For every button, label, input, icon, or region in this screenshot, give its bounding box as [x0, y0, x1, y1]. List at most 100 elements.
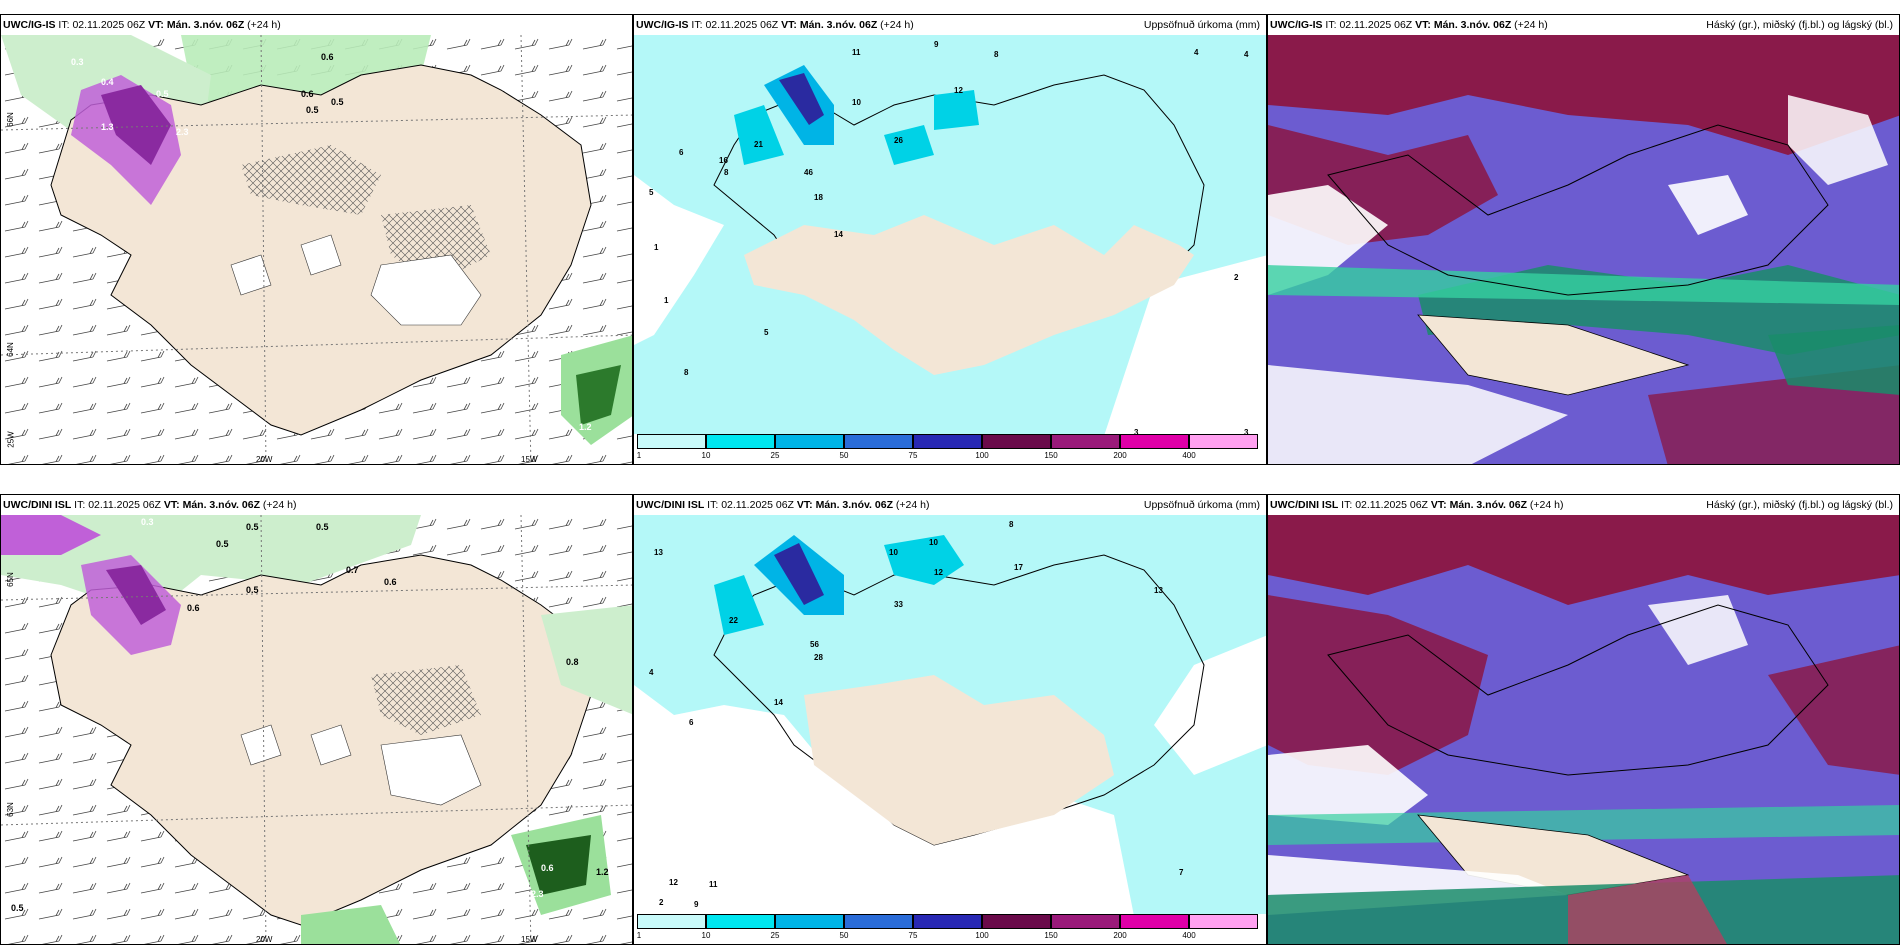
precip-value: 6 [679, 148, 684, 157]
wind-label: 0.7 [346, 565, 359, 575]
precip-value: 10 [852, 98, 861, 107]
precip-map: 8 13 10 10 12 17 13 33 56 28 22 14 12 6 … [634, 515, 1266, 916]
vt-label: VT: [1430, 499, 1447, 511]
wind-label: 0.6 [187, 603, 200, 613]
wind-label: 0.5 [316, 522, 329, 532]
model-name: UWC/DINI ISL [3, 499, 72, 511]
model-name: UWC/IG-IS [1270, 19, 1323, 31]
colorbar-label: 10 [701, 931, 711, 940]
colorbar: 1 10 25 50 75 100 150 200 400 [634, 914, 1266, 944]
panel-header: UWC/DINI ISL IT: 02.11.2025 06Z VT: Mán.… [1268, 495, 1899, 515]
precip-value: 10 [929, 538, 938, 547]
colorbar-swatch [637, 434, 706, 449]
precip-value: 33 [894, 600, 903, 609]
map-panel-wind-bottom: UWC/DINI ISL IT: 02.11.2025 06Z VT: Mán.… [0, 494, 633, 945]
panel-header: UWC/DINI ISL IT: 02.11.2025 06Z VT: Mán.… [1, 495, 632, 515]
wind-label: 0.5 [216, 539, 229, 549]
precip-value: 11 [709, 880, 718, 889]
precip-map: 11 9 8 4 4 12 10 21 26 46 18 14 5 8 6 16… [634, 35, 1266, 436]
it-value: 02.11.2025 06Z [1339, 19, 1413, 31]
colorbar-swatch [637, 914, 706, 929]
it-value: 02.11.2025 06Z [72, 19, 146, 31]
precip-value: 18 [814, 193, 823, 202]
precip-value: 17 [1014, 563, 1023, 572]
precip-value: 13 [1154, 586, 1163, 595]
panel-header: UWC/IG-IS IT: 02.11.2025 06Z VT: Mán. 3.… [1, 15, 632, 35]
vt-label: VT: [148, 19, 164, 31]
colorbar-swatch [913, 914, 982, 929]
precip-value: 9 [694, 900, 699, 909]
wind-label: 0.4 [101, 77, 114, 87]
precip-value: 3 [1134, 428, 1139, 436]
wind-label: 0.5 [246, 522, 259, 532]
lon-tick: 15W [521, 935, 538, 944]
lon-tick: 15W [521, 455, 538, 464]
colorbar-label: 50 [839, 931, 849, 940]
precip-value: 14 [774, 698, 783, 707]
precip-title: Uppsöfnuð úrkoma (mm) [1143, 499, 1260, 511]
precip-value: 16 [719, 156, 728, 165]
lead-time: (+24 h) [1529, 499, 1564, 511]
vt-value: Mán. 3.nóv. 06Z [799, 19, 878, 31]
precip-value: 56 [810, 640, 819, 649]
colorbar-swatch [844, 434, 913, 449]
wind-label: 0.6 [384, 577, 397, 587]
precip-value: 12 [669, 878, 678, 887]
colorbar-label: 25 [770, 931, 780, 940]
cloud-title: Háský (gr.), miðský (fj.bl.) og lágský (… [1706, 19, 1893, 31]
colorbar-label: 50 [839, 451, 849, 460]
colorbar-swatch [1051, 914, 1120, 929]
panel-header: UWC/DINI ISL IT: 02.11.2025 06Z VT: Mán.… [634, 495, 1266, 515]
precip-value: 1 [654, 243, 659, 252]
model-name: UWC/IG-IS [636, 19, 689, 31]
precip-value: 2 [659, 898, 664, 907]
vt-label: VT: [796, 499, 813, 511]
panel-header: UWC/IG-IS IT: 02.11.2025 06Z VT: Mán. 3.… [634, 15, 1266, 35]
wind-label: 2.3 [176, 127, 189, 137]
precip-value: 4 [1194, 48, 1199, 57]
colorbar-label: 1 [636, 931, 642, 940]
precip-value: 1 [664, 296, 669, 305]
wind-map: 0.3 0.5 0.5 0.5 0.7 0.6 0.5 0.6 0.8 0.5 … [1, 515, 632, 944]
colorbar-label: 200 [1113, 931, 1127, 940]
wind-label: 0.6 [321, 52, 334, 62]
vt-value: Mán. 3.nóv. 06Z [1433, 19, 1512, 31]
it-label: IT: [74, 499, 86, 511]
colorbar-label: 100 [975, 931, 989, 940]
wind-label: 0.5 [156, 89, 169, 99]
precip-value: 22 [729, 616, 738, 625]
vt-value: Mán. 3.nóv. 06Z [166, 19, 245, 31]
panel-header: UWC/IG-IS IT: 02.11.2025 06Z VT: Mán. 3.… [1268, 15, 1899, 35]
colorbar-swatch [844, 914, 913, 929]
wind-label: 1.2 [579, 422, 592, 432]
precip-value: 7 [1179, 868, 1184, 877]
colorbar: 1 10 25 50 75 100 150 200 400 [634, 434, 1266, 464]
colorbar-label: 10 [701, 451, 711, 460]
precip-value: 21 [754, 140, 763, 149]
cloud-map [1268, 35, 1899, 464]
lead-time: (+24 h) [895, 499, 930, 511]
colorbar-label: 1 [636, 451, 642, 460]
precip-value: 14 [834, 230, 843, 239]
map-panel-cloud-bottom: UWC/DINI ISL IT: 02.11.2025 06Z VT: Mán.… [1267, 494, 1900, 945]
precip-value: 5 [649, 188, 654, 197]
it-label: IT: [707, 499, 719, 511]
wind-label: 1.2 [596, 867, 609, 877]
lead-time: (+24 h) [262, 499, 297, 511]
wind-map: 0.6 0.3 0.4 0.5 1.3 2.3 0.5 0.5 0.6 1.2 [1, 35, 632, 464]
wind-label: 0.8 [566, 657, 579, 667]
precip-title: Uppsöfnuð úrkoma (mm) [1143, 19, 1260, 31]
colorbar-swatch [775, 914, 844, 929]
colorbar-swatch [1051, 434, 1120, 449]
model-name: UWC/DINI ISL [1270, 499, 1339, 511]
precip-value: 8 [724, 168, 729, 177]
precip-value: 8 [994, 50, 999, 59]
wind-label: 0.5 [11, 903, 24, 913]
lead-time: (+24 h) [880, 19, 914, 31]
colorbar-swatch [1189, 914, 1258, 929]
wind-label: 0.5 [306, 105, 319, 115]
vt-value: Mán. 3.nóv. 06Z [1449, 499, 1527, 511]
map-panel-precip-top: UWC/IG-IS IT: 02.11.2025 06Z VT: Mán. 3.… [633, 14, 1267, 465]
vt-label: VT: [1415, 19, 1431, 31]
colorbar-swatch [1120, 914, 1189, 929]
